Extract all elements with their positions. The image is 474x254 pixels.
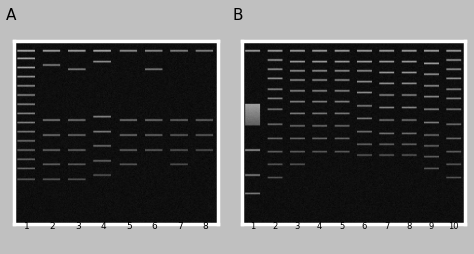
Text: 1: 1 bbox=[250, 222, 255, 231]
Text: 7: 7 bbox=[384, 222, 389, 231]
Text: 4: 4 bbox=[317, 222, 322, 231]
Text: 4: 4 bbox=[100, 222, 106, 231]
Text: 7: 7 bbox=[177, 222, 182, 231]
Text: 8: 8 bbox=[202, 222, 208, 231]
Text: 2: 2 bbox=[273, 222, 278, 231]
Text: 5: 5 bbox=[126, 222, 132, 231]
Text: 8: 8 bbox=[406, 222, 411, 231]
Text: B: B bbox=[233, 8, 243, 23]
Text: 3: 3 bbox=[75, 222, 81, 231]
Text: A: A bbox=[6, 8, 17, 23]
Text: 9: 9 bbox=[428, 222, 434, 231]
Text: 1: 1 bbox=[24, 222, 30, 231]
Text: 3: 3 bbox=[295, 222, 300, 231]
Text: 5: 5 bbox=[339, 222, 345, 231]
Text: 6: 6 bbox=[152, 222, 157, 231]
Text: 10: 10 bbox=[448, 222, 459, 231]
Text: 6: 6 bbox=[362, 222, 367, 231]
Text: 2: 2 bbox=[50, 222, 55, 231]
